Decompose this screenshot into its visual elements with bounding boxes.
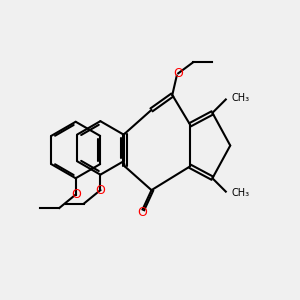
Text: O: O: [71, 188, 81, 201]
Text: CH₃: CH₃: [231, 93, 249, 103]
Text: O: O: [138, 206, 148, 219]
Text: CH₃: CH₃: [231, 188, 249, 198]
Text: O: O: [173, 67, 183, 80]
Text: O: O: [95, 184, 105, 196]
